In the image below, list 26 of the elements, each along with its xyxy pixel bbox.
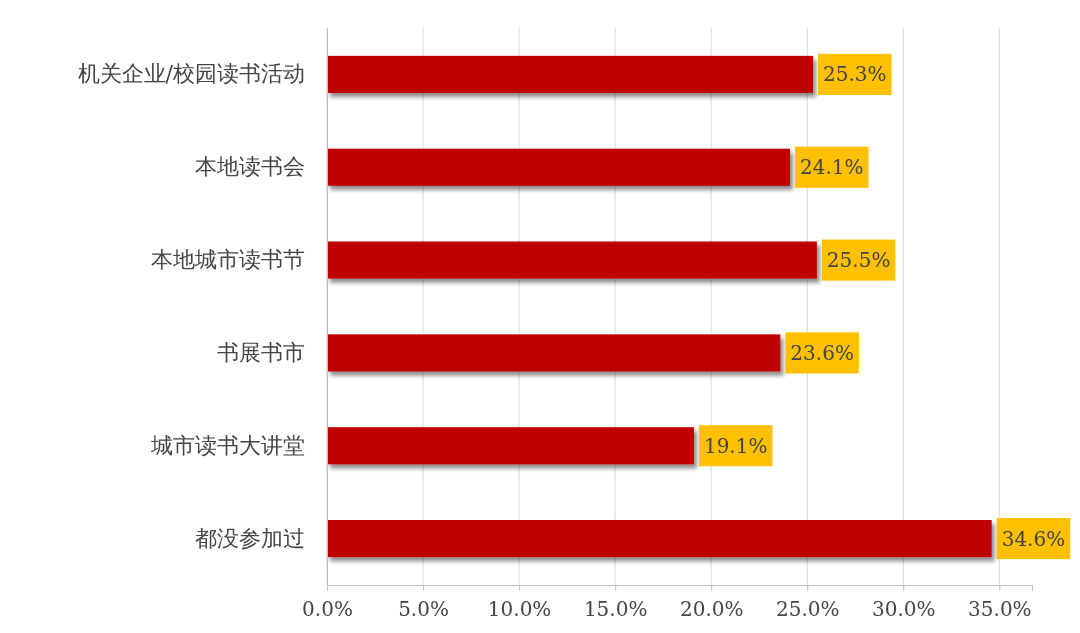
bar [327,520,992,558]
data-label: 34.6% [1001,526,1066,551]
y-tick-label: 城市读书大讲堂 [150,432,305,458]
y-tick-label: 本地读书会 [195,154,305,180]
y-tick-label: 本地城市读书节 [151,247,305,273]
x-tick-label: 35.0% [968,597,1032,621]
x-tick-label: 10.0% [487,597,552,621]
bar [327,148,790,186]
data-label: 23.6% [790,340,854,365]
bar [327,427,694,465]
data-label: 25.3% [823,62,887,87]
bar [327,55,814,93]
bar [327,241,817,279]
data-label: 19.1% [703,433,768,458]
x-tick-label: 30.0% [872,597,936,621]
x-tick-label: 25.0% [775,597,840,621]
x-tick-label: 5.0% [398,597,449,621]
x-tick-label: 15.0% [583,597,648,621]
x-tick-label: 20.0% [679,597,744,621]
y-tick-label: 都没参加过 [195,525,305,551]
data-label: 24.1% [799,155,864,180]
bar [327,334,781,372]
y-tick-label: 书展书市 [217,339,305,365]
y-tick-label: 机关企业/校园读书活动 [77,61,305,87]
data-label: 25.5% [826,248,891,273]
x-tick-label: 0.0% [302,597,353,621]
